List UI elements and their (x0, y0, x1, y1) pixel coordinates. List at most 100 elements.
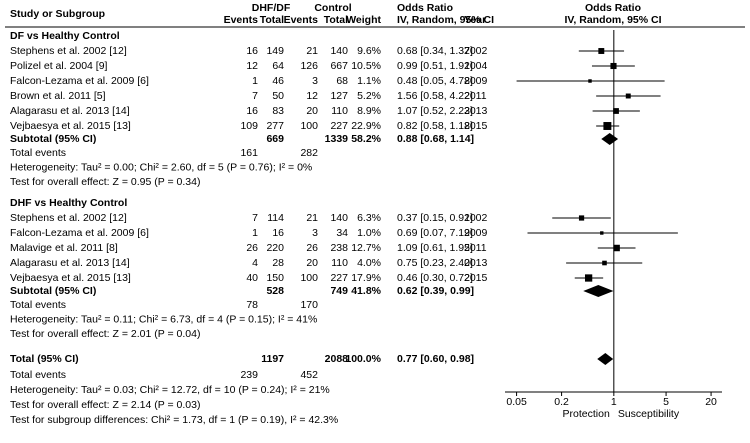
summary-total2: 1339 (325, 133, 349, 145)
x-tick-label: 0.05 (506, 396, 527, 408)
events1: 1 (252, 75, 258, 87)
odds-ratio: 0.37 [0.15, 0.91] (397, 212, 473, 224)
total2: 34 (336, 227, 348, 239)
effect-test: Test for overall effect: Z = 2.01 (P = 0… (10, 328, 200, 340)
weight: 1.0% (357, 227, 381, 239)
total2: 127 (330, 90, 348, 102)
events1: 109 (240, 120, 258, 132)
total2: 238 (330, 242, 348, 254)
total1: 64 (272, 60, 284, 72)
weight: 5.2% (357, 90, 381, 102)
total1: 277 (266, 120, 284, 132)
total2: 110 (331, 105, 348, 117)
x-tick-label: 20 (705, 396, 717, 408)
events2: 21 (306, 212, 318, 224)
header-plot-method: IV, Random, 95% CI (564, 14, 661, 26)
effect-square (584, 274, 593, 282)
year: 2015 (464, 272, 488, 284)
total2: 110 (331, 257, 348, 269)
total-events-label: Total events (10, 147, 66, 159)
weight: 4.0% (357, 257, 381, 269)
effect-test: Test for overall effect: Z = 2.14 (P = 0… (10, 399, 200, 411)
header-plot-title: Odds Ratio (585, 2, 641, 14)
events2: 20 (306, 105, 318, 117)
study-name: Falcon-Lezama et al. 2009 [6] (10, 75, 149, 87)
summary-total2: 2088 (325, 353, 349, 365)
total1: 16 (272, 227, 284, 239)
summary-weight: 41.8% (351, 285, 381, 297)
events2: 170 (300, 299, 318, 311)
effect-square (578, 215, 585, 221)
events1: 7 (252, 212, 258, 224)
events2: 282 (300, 147, 318, 159)
total1: 50 (272, 90, 284, 102)
weight: 10.5% (351, 60, 381, 72)
events1: 26 (246, 242, 258, 254)
events2: 21 (306, 45, 318, 57)
total1: 220 (266, 242, 284, 254)
events2: 126 (300, 60, 318, 72)
header-column: Weight (346, 14, 381, 26)
events1: 161 (240, 147, 258, 159)
summary-label: Subtotal (95% CI) (10, 133, 96, 145)
axis-label-left: Protection (563, 408, 610, 420)
x-tick-label: 0.2 (554, 396, 569, 408)
events1: 40 (246, 272, 258, 284)
study-name: Alagarasu et al. 2013 [14] (10, 105, 130, 117)
odds-ratio: 0.48 [0.05, 4.78] (397, 75, 473, 87)
summary-label: Subtotal (95% CI) (10, 285, 96, 297)
odds-ratio: 0.68 [0.34, 1.37] (397, 45, 473, 57)
x-tick-label: 5 (663, 396, 669, 408)
effect-square (588, 79, 592, 83)
heterogeneity: Heterogeneity: Tau² = 0.00; Chi² = 2.60,… (10, 161, 312, 173)
study-name: Malavige et al. 2011 [8] (10, 242, 118, 254)
summary-or: 0.88 [0.68, 1.14] (397, 133, 474, 145)
weight: 22.9% (351, 120, 381, 132)
year: 2011 (464, 242, 487, 254)
total2: 68 (336, 75, 348, 87)
year: 2009 (464, 227, 488, 239)
summary-weight: 100.0% (345, 353, 381, 365)
group-title: DF vs Healthy Control (10, 30, 120, 42)
heterogeneity: Heterogeneity: Tau² = 0.03; Chi² = 12.72… (10, 384, 330, 396)
effect-square (613, 244, 620, 252)
summary-total1: 1197 (261, 353, 284, 365)
odds-ratio: 1.09 [0.61, 1.95] (397, 242, 473, 254)
events2: 3 (312, 227, 318, 239)
summary-total2: 749 (330, 285, 348, 297)
effect-square (610, 62, 617, 70)
summary-diamond (583, 285, 614, 297)
year: 2009 (464, 75, 488, 87)
events1: 1 (252, 227, 258, 239)
header-column: Year (464, 14, 486, 26)
weight: 8.9% (357, 105, 381, 117)
total1: 46 (272, 75, 284, 87)
total2: 140 (330, 45, 348, 57)
events2: 452 (300, 369, 318, 381)
events1: 16 (246, 45, 258, 57)
events1: 7 (252, 90, 258, 102)
weight: 12.7% (351, 242, 381, 254)
total2: 227 (330, 120, 348, 132)
year: 2011 (464, 90, 487, 102)
effect-square (625, 93, 631, 99)
total2: 140 (330, 212, 348, 224)
total1: 28 (272, 257, 284, 269)
events2: 100 (300, 272, 318, 284)
summary-diamond (597, 353, 614, 365)
effect-square (613, 108, 619, 114)
total1: 114 (267, 212, 284, 224)
study-name: Vejbaesya et al. 2015 [13] (10, 272, 131, 284)
weight: 1.1% (357, 75, 381, 87)
summary-total1: 528 (266, 285, 284, 297)
summary-total1: 669 (266, 133, 284, 145)
study-name: Vejbaesya et al. 2015 [13] (10, 120, 131, 132)
events1: 239 (240, 369, 258, 381)
total2: 227 (330, 272, 348, 284)
x-tick-label: 1 (611, 396, 617, 408)
total-events-label: Total events (10, 299, 66, 311)
weight: 17.9% (351, 272, 381, 284)
odds-ratio: 0.46 [0.30, 0.72] (397, 272, 473, 284)
odds-ratio: 1.07 [0.52, 2.23] (397, 105, 473, 117)
